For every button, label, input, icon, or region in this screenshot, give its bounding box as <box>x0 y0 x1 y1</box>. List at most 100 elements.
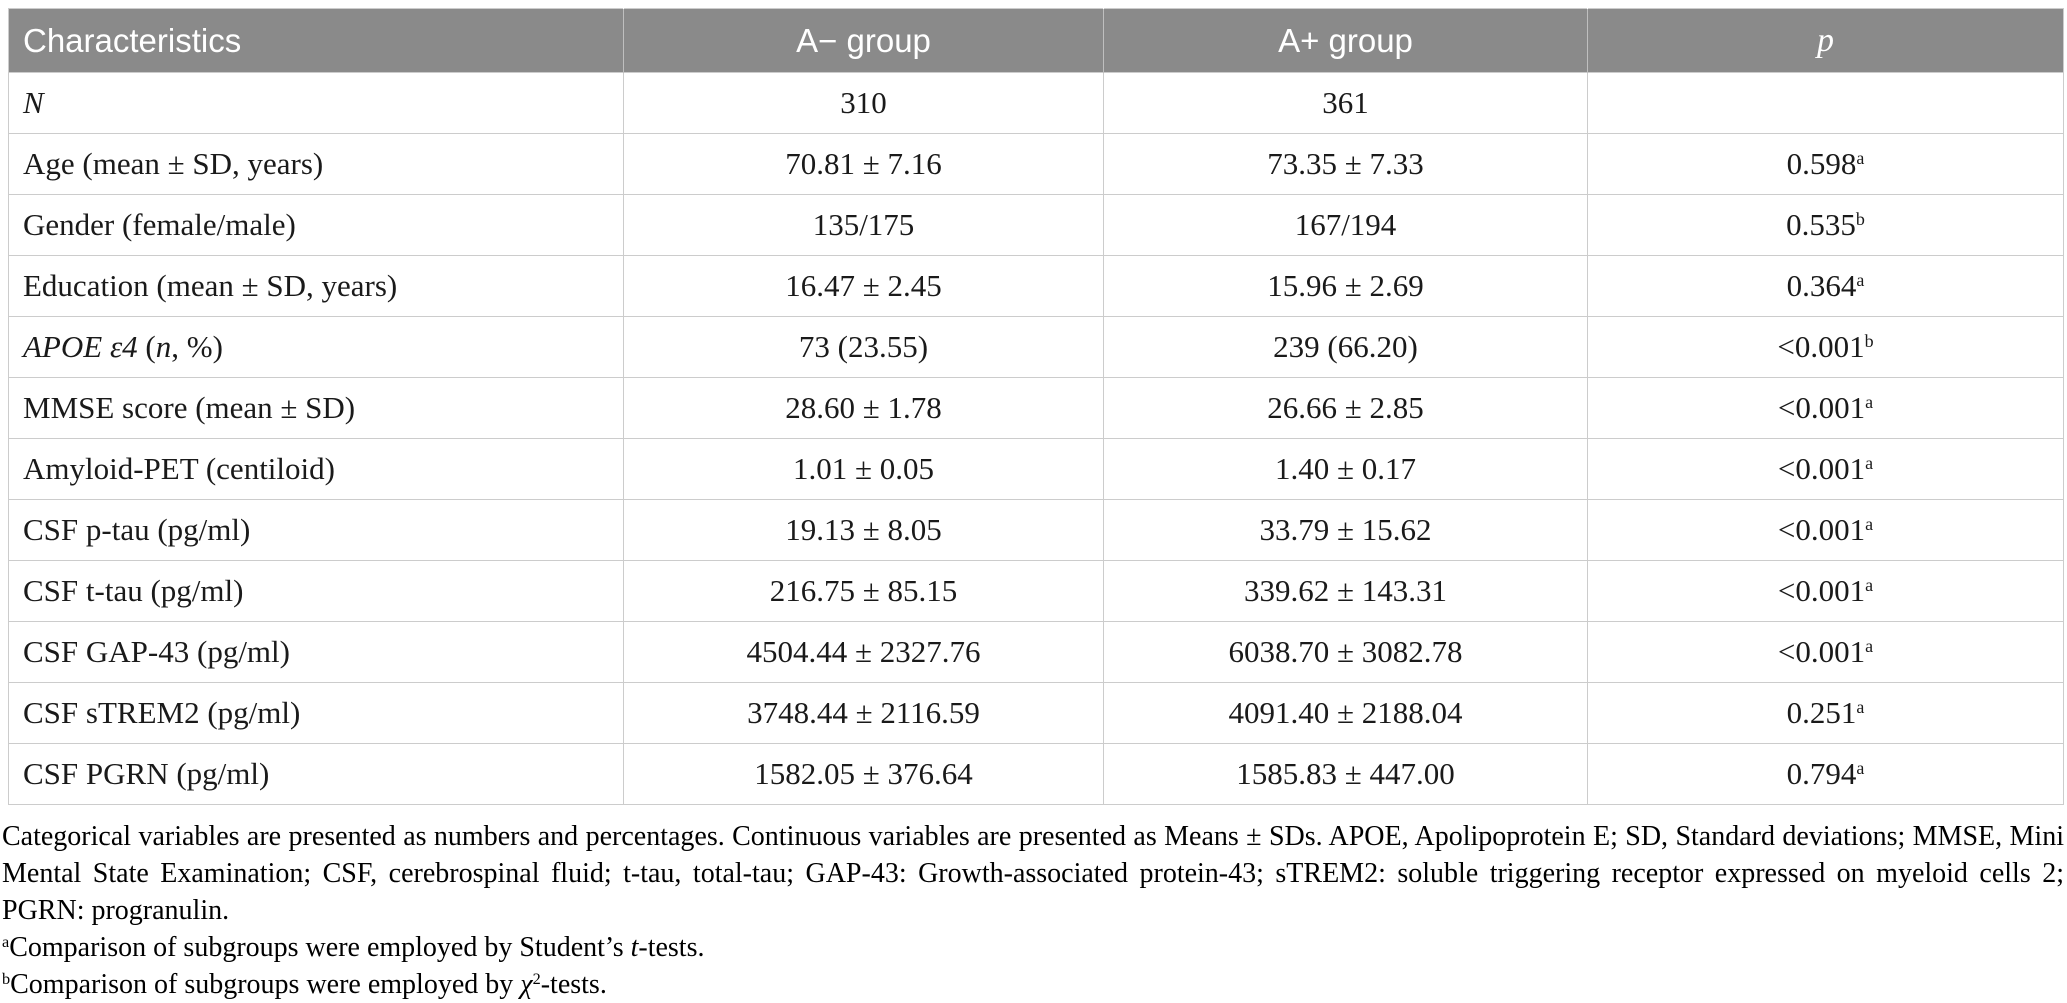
table-row: CSF PGRN (pg/ml) 1582.05 ± 376.64 1585.83 … <box>8 743 2064 805</box>
p-value-cell: 0.794a <box>1587 743 2064 805</box>
p-value-cell: <0.001a <box>1587 621 2064 683</box>
footnote-a: aComparison of subgroups were employed b… <box>2 929 2064 966</box>
row-label-segment: CSF p-tau (pg/ml) <box>23 512 251 547</box>
footnote-a-text-end: -tests. <box>638 932 705 963</box>
a-minus-value-cell: 70.81 ± 7.16 <box>623 133 1104 195</box>
row-label: Age (mean ± SD, years) <box>8 133 624 195</box>
row-label-segment: Amyloid-PET (centiloid) <box>23 451 335 486</box>
row-label: APOE ε4 (n, %) <box>8 316 624 378</box>
footnote-b-marker: b <box>2 970 11 989</box>
table-row: CSF p-tau (pg/ml) 19.13 ± 8.05 33.79 ± 15.… <box>8 499 2064 561</box>
table-row: CSF t-tau (pg/ml) 216.75 ± 85.15 339.62 ± … <box>8 560 2064 622</box>
row-label-segment: , %) <box>171 329 223 364</box>
table-row: Gender (female/male) 135/175 167/194 0.535b <box>8 194 2064 256</box>
row-label: CSF GAP-43 (pg/ml) <box>8 621 624 683</box>
a-plus-value-cell: 1585.83 ± 447.00 <box>1103 743 1588 805</box>
p-value-cell <box>1587 72 2064 134</box>
row-label-italic-segment: N <box>23 85 44 120</box>
a-minus-value-cell: 310 <box>623 72 1104 134</box>
p-value-cell: 0.598a <box>1587 133 2064 195</box>
table-row: Amyloid-PET (centiloid) 1.01 ± 0.05 1.40 ±… <box>8 438 2064 500</box>
footnote-a-marker: a <box>2 933 10 952</box>
footnote-general: Categorical variables are presented as n… <box>2 821 2064 926</box>
a-plus-value-cell: 73.35 ± 7.33 <box>1103 133 1588 195</box>
p-value-superscript: a <box>1856 270 1865 291</box>
a-minus-value-cell: 3748.44 ± 2116.59 <box>623 682 1104 744</box>
row-label: CSF p-tau (pg/ml) <box>8 499 624 561</box>
a-plus-value-cell: 361 <box>1103 72 1588 134</box>
p-value-superscript: a <box>1865 453 1874 474</box>
p-value-cell: <0.001a <box>1587 438 2064 500</box>
p-value-superscript: a <box>1865 636 1874 657</box>
p-value-superscript: a <box>1856 697 1865 718</box>
row-label-segment: CSF sTREM2 (pg/ml) <box>23 695 301 730</box>
row-label: N <box>8 72 624 134</box>
a-plus-value-cell: 167/194 <box>1103 194 1588 256</box>
footnote-b: bComparison of subgroups were employed b… <box>2 966 2064 1003</box>
footnote-b-text-end: -tests. <box>540 969 607 1000</box>
row-label-segment: Gender (female/male) <box>23 207 296 242</box>
a-plus-value-cell: 4091.40 ± 2188.04 <box>1103 682 1588 744</box>
table-row: Age (mean ± SD, years) 70.81 ± 7.16 73.35 … <box>8 133 2064 195</box>
p-value-superscript: b <box>1864 331 1874 352</box>
p-value-cell: 0.364a <box>1587 255 2064 317</box>
a-minus-value-cell: 1582.05 ± 376.64 <box>623 743 1104 805</box>
a-plus-value-cell: 339.62 ± 143.31 <box>1103 560 1588 622</box>
p-value-cell: <0.001a <box>1587 499 2064 561</box>
table-row: Education (mean ± SD, years) 16.47 ± 2.45… <box>8 255 2064 317</box>
row-label-segment: Education (mean ± SD, years) <box>23 268 398 303</box>
column-header-a-minus-group: A− group <box>623 8 1104 73</box>
p-value-superscript: a <box>1865 392 1874 413</box>
table-footnotes: Categorical variables are presented as n… <box>2 818 2064 1003</box>
a-minus-value-cell: 73 (23.55) <box>623 316 1104 378</box>
column-header-a-plus-group: A+ group <box>1103 8 1588 73</box>
table-header-row: Characteristics A− group A+ group p <box>8 8 2064 73</box>
row-label-segment: CSF PGRN (pg/ml) <box>23 756 270 791</box>
table-row: CSF sTREM2 (pg/ml) 3748.44 ± 2116.59 4091.… <box>8 682 2064 744</box>
footnote-a-text: Comparison of subgroups were employed by… <box>9 932 631 963</box>
row-label-segment: MMSE score (mean ± SD) <box>23 390 356 425</box>
row-label-segment: CSF GAP-43 (pg/ml) <box>23 634 290 669</box>
table-row: CSF GAP-43 (pg/ml) 4504.44 ± 2327.76 6038.… <box>8 621 2064 683</box>
footnote-b-chi-exponent: 2 <box>532 970 541 989</box>
a-plus-value-cell: 239 (66.20) <box>1103 316 1588 378</box>
table-row: N 310 361 <box>8 72 2064 134</box>
row-label: Education (mean ± SD, years) <box>8 255 624 317</box>
table-body: N 310 361 Age (mean ± SD, years) 70.81 ± 7.1… <box>8 72 2064 805</box>
p-value-cell: <0.001a <box>1587 560 2064 622</box>
a-minus-value-cell: 19.13 ± 8.05 <box>623 499 1104 561</box>
p-value-superscript: b <box>1855 209 1865 230</box>
p-value-superscript: a <box>1865 575 1874 596</box>
a-minus-value-cell: 1.01 ± 0.05 <box>623 438 1104 500</box>
table-row: APOE ε4 (n, %) 73 (23.55) 239 (66.20) <0.00… <box>8 316 2064 378</box>
row-label: Amyloid-PET (centiloid) <box>8 438 624 500</box>
a-minus-value-cell: 16.47 ± 2.45 <box>623 255 1104 317</box>
column-header-characteristics: Characteristics <box>8 8 624 73</box>
footnote-b-text: Comparison of subgroups were employed by <box>10 969 521 1000</box>
a-plus-value-cell: 26.66 ± 2.85 <box>1103 377 1588 439</box>
p-value-superscript: a <box>1856 148 1865 169</box>
row-label-segment: ( <box>137 329 156 364</box>
footnote-b-chi-symbol: χ <box>520 969 533 1000</box>
p-value-cell: 0.251a <box>1587 682 2064 744</box>
a-minus-value-cell: 28.60 ± 1.78 <box>623 377 1104 439</box>
row-label-segment: Age (mean ± SD, years) <box>23 146 324 181</box>
table-row: MMSE score (mean ± SD) 28.60 ± 1.78 26.66 … <box>8 377 2064 439</box>
footnote-a-italic-t: t <box>630 932 639 963</box>
a-plus-value-cell: 1.40 ± 0.17 <box>1103 438 1588 500</box>
p-value-superscript: a <box>1856 758 1865 779</box>
row-label-italic-segment: APOE ε4 <box>23 329 138 364</box>
row-label: CSF t-tau (pg/ml) <box>8 560 624 622</box>
row-label: MMSE score (mean ± SD) <box>8 377 624 439</box>
a-minus-value-cell: 216.75 ± 85.15 <box>623 560 1104 622</box>
p-value-superscript: a <box>1865 514 1874 535</box>
p-value-cell: <0.001b <box>1587 316 2064 378</box>
a-minus-value-cell: 135/175 <box>623 194 1104 256</box>
a-plus-value-cell: 6038.70 ± 3082.78 <box>1103 621 1588 683</box>
row-label-segment: CSF t-tau (pg/ml) <box>23 573 244 608</box>
a-plus-value-cell: 15.96 ± 2.69 <box>1103 255 1588 317</box>
row-label: Gender (female/male) <box>8 194 624 256</box>
a-plus-value-cell: 33.79 ± 15.62 <box>1103 499 1588 561</box>
p-value-cell: 0.535b <box>1587 194 2064 256</box>
